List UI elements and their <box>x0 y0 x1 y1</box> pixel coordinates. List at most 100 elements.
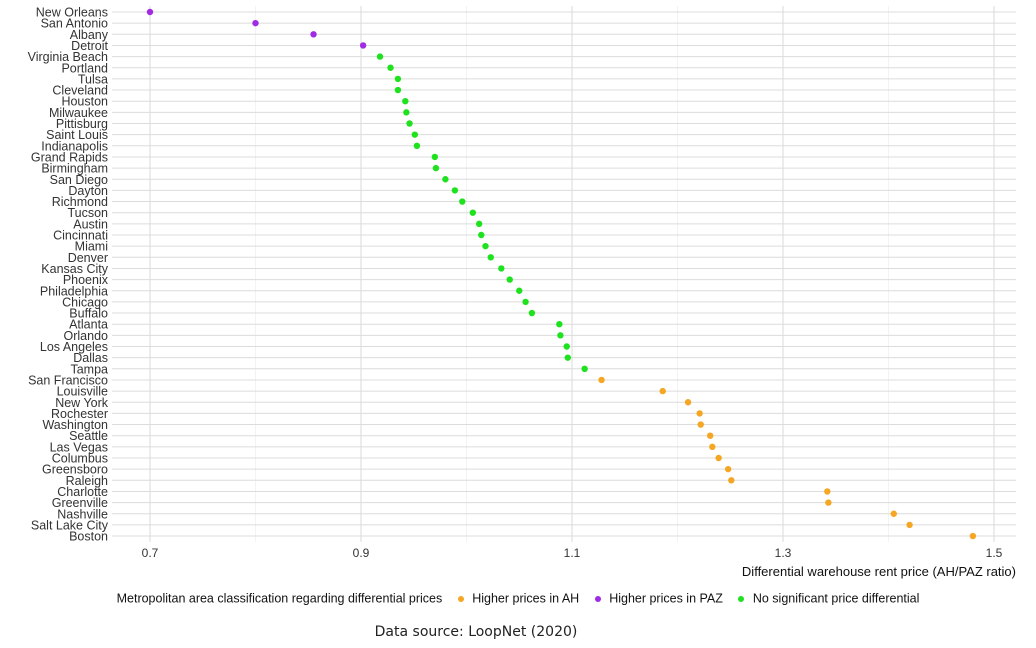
data-point <box>563 343 570 350</box>
data-point <box>598 376 605 384</box>
data-point <box>890 510 897 517</box>
city-label: Albany <box>70 28 109 42</box>
data-point <box>469 209 477 216</box>
city-label: Cleveland <box>52 84 108 98</box>
city-label: Richmond <box>52 195 108 209</box>
legend-dot-paz <box>594 595 601 602</box>
data-point <box>451 187 459 194</box>
data-point <box>969 532 977 540</box>
data-point <box>709 443 716 451</box>
city-label: Birmingham <box>41 162 108 176</box>
data-point <box>707 432 714 439</box>
city-label: Los Angeles <box>40 340 108 354</box>
city-label: Milwaukee <box>49 106 108 120</box>
x-axis-ticks: 0.7 0.9 1.1 1.3 1.5 <box>142 546 1003 560</box>
city-label: Louisville <box>57 385 108 399</box>
city-label: Tucson <box>67 206 108 220</box>
data-point <box>146 8 154 16</box>
data-point <box>413 142 421 149</box>
city-label: San Antonio <box>41 17 108 31</box>
data-point <box>516 287 523 294</box>
legend-dot-ns <box>738 595 745 602</box>
city-label: Dallas <box>73 351 108 365</box>
city-label: Orlando <box>64 329 109 343</box>
city-label: Greenville <box>52 496 108 510</box>
data-point <box>394 86 402 94</box>
city-label: Detroit <box>71 39 108 53</box>
data-point <box>696 410 703 417</box>
x-tick-label: 0.9 <box>353 546 370 560</box>
city-label: Raleigh <box>66 474 108 488</box>
data-point <box>825 499 832 506</box>
city-label: Austin <box>73 217 108 231</box>
legend-label-ah: Higher prices in AH <box>472 591 580 606</box>
city-label: New Orleans <box>36 6 108 20</box>
city-label: Cincinnati <box>53 229 108 243</box>
city-label: Denver <box>68 251 108 265</box>
city-label: Washington <box>42 418 108 432</box>
data-point <box>487 254 494 261</box>
city-label: Kansas City <box>41 262 108 276</box>
data-point <box>724 465 732 473</box>
data-point <box>406 120 413 127</box>
data-point <box>557 332 564 339</box>
data-point <box>556 321 563 328</box>
city-label: Phoenix <box>63 273 109 287</box>
city-label: Las Vegas <box>50 440 108 454</box>
data-point <box>482 242 489 250</box>
x-tick-label: 1.3 <box>775 546 792 560</box>
data-point <box>478 231 485 239</box>
data-point <box>528 309 536 317</box>
data-points <box>146 8 977 540</box>
city-label: Atlanta <box>69 318 108 332</box>
city-label: Columbus <box>52 452 108 466</box>
city-label: Chicago <box>62 295 108 309</box>
grid-lines <box>112 6 1016 542</box>
data-point <box>581 365 588 372</box>
data-point <box>522 298 529 306</box>
data-point <box>310 31 317 38</box>
data-point <box>411 131 419 138</box>
city-label: Nashville <box>57 507 108 521</box>
data-point <box>906 521 913 529</box>
legend-label-paz: Higher prices in PAZ <box>609 591 723 606</box>
city-label: Boston <box>69 530 108 544</box>
x-tick-label: 1.1 <box>564 546 581 560</box>
city-label: Grand Rapids <box>31 150 108 164</box>
data-point <box>459 198 466 205</box>
data-point <box>252 19 259 27</box>
data-point <box>387 64 394 71</box>
city-label: Rochester <box>51 407 108 421</box>
x-tick-label: 0.7 <box>142 546 159 560</box>
data-point <box>376 53 384 60</box>
data-point <box>442 176 449 183</box>
legend-dot-ah <box>457 595 464 602</box>
data-point <box>824 488 831 495</box>
data-point <box>506 276 513 283</box>
data-source-note: Data source: LoopNet (2020) <box>374 624 578 640</box>
city-label: Philadelphia <box>40 284 108 298</box>
city-label: Virginia Beach <box>28 50 108 64</box>
city-label: Tulsa <box>78 72 108 86</box>
city-label: New York <box>55 396 109 410</box>
data-point <box>475 220 483 228</box>
data-point <box>684 399 692 406</box>
data-point <box>715 454 722 462</box>
legend-label-ns: No significant price differential <box>752 591 920 606</box>
x-axis-label: Differential warehouse rent price (AH/PA… <box>742 564 1016 579</box>
city-label: San Francisco <box>28 373 108 387</box>
data-point <box>403 109 410 116</box>
city-label: Buffalo <box>69 307 108 321</box>
city-label: Portland <box>61 61 108 75</box>
city-label: Salt Lake City <box>31 518 109 532</box>
legend-title: Metropolitan area classification regardi… <box>116 591 443 606</box>
data-point <box>431 153 439 161</box>
data-point <box>432 164 440 172</box>
data-point <box>402 98 409 105</box>
data-point <box>728 477 735 484</box>
x-tick-label: 1.5 <box>986 546 1003 560</box>
legend: Metropolitan area classification regardi… <box>0 591 1036 606</box>
city-label: Houston <box>61 95 108 109</box>
